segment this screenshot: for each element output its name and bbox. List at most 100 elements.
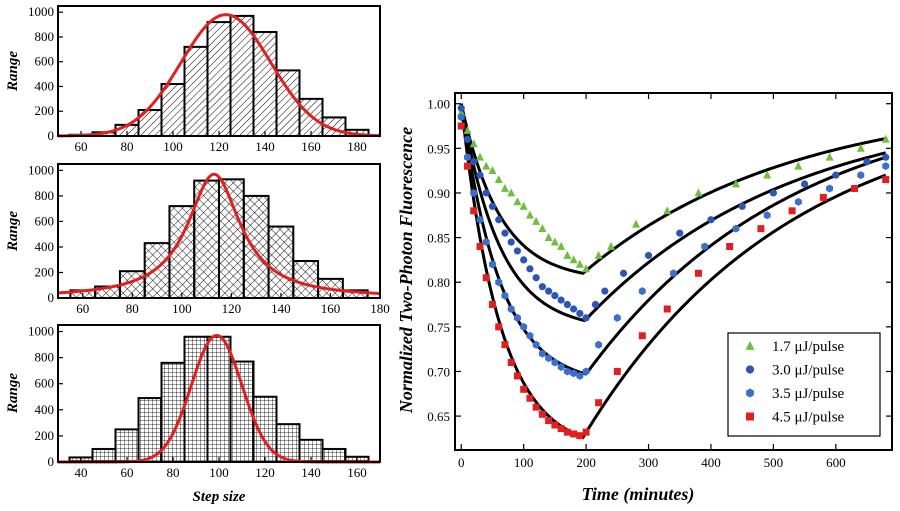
y-tick-label: 0.75	[427, 320, 450, 335]
data-point	[832, 171, 840, 179]
data-point	[507, 359, 515, 367]
histogram-middle: 60 80 100 120 140 160 180 0 200 400 600 800 1000 Ran…	[5, 162, 390, 316]
x-tick-label: 200	[576, 455, 596, 470]
data-point	[570, 369, 578, 378]
legend-marker	[745, 365, 755, 374]
data-point	[607, 241, 616, 250]
y-tick-label: 400	[35, 402, 55, 417]
histogram-bar	[267, 225, 295, 300]
data-point	[582, 367, 590, 376]
data-point	[563, 367, 571, 376]
plot-frame-bottom	[57, 324, 381, 463]
y-tick-label: 1.00	[427, 97, 450, 112]
y-tick-label: 0.90	[427, 186, 450, 201]
data-point	[538, 410, 546, 418]
y-tick-label: 800	[35, 29, 55, 44]
data-point	[801, 180, 809, 188]
y-tick-label: 0.95	[427, 141, 450, 156]
histogram-bar	[229, 14, 255, 137]
y-tick-label: 600	[35, 213, 55, 228]
x-tick-label: 140	[301, 465, 321, 480]
x-tick-label: 80	[167, 465, 180, 480]
data-point	[519, 201, 528, 210]
data-point	[513, 197, 522, 206]
y-tick-label: 0.85	[427, 231, 450, 246]
x-tick-label: 140	[255, 139, 275, 154]
x-tick-label: 180	[370, 301, 390, 316]
data-point	[475, 152, 484, 161]
data-point	[545, 417, 553, 425]
data-point	[826, 184, 834, 193]
data-point	[463, 125, 472, 134]
x-tick-label: 80	[126, 301, 139, 316]
y-label-right: Normalized Two-Photon Fluorescence	[396, 127, 416, 414]
plot-frame-middle	[57, 163, 381, 299]
data-point	[569, 255, 578, 264]
x-tick-label: 600	[826, 455, 846, 470]
legend-label: 1.7 μJ/pulse	[772, 339, 845, 355]
data-point	[476, 171, 484, 179]
data-point	[457, 108, 466, 117]
histogram-bar	[183, 45, 209, 138]
data-point	[513, 313, 521, 322]
data-point	[526, 394, 534, 402]
histogram-bar	[91, 447, 117, 464]
histogram-bar	[206, 335, 232, 463]
data-point	[495, 323, 503, 331]
data-point	[532, 274, 540, 282]
data-point	[495, 216, 503, 224]
data-point	[513, 372, 521, 380]
data-point	[676, 229, 684, 237]
data-point	[550, 237, 559, 246]
data-point	[520, 322, 528, 331]
data-point	[851, 184, 859, 192]
x-tick-label: 60	[121, 465, 134, 480]
data-point	[882, 176, 890, 184]
y-tick-label: 200	[35, 264, 55, 279]
data-point	[863, 158, 871, 166]
y-label-top: Range	[5, 51, 21, 92]
data-point	[545, 354, 553, 363]
data-point	[488, 260, 496, 269]
data-point	[644, 251, 653, 260]
histogram-bar	[242, 194, 270, 299]
data-point	[694, 188, 703, 197]
y-tick-label: 400	[35, 78, 55, 93]
x-tick-label: 300	[639, 455, 659, 470]
fit-curve	[459, 103, 887, 275]
data-point	[470, 207, 478, 215]
data-point	[563, 300, 571, 309]
x-tick-label: 160	[347, 465, 367, 480]
data-point	[520, 256, 528, 264]
y-label-bottom: Range	[5, 373, 21, 414]
data-point	[632, 219, 641, 228]
data-point	[582, 314, 590, 322]
data-point	[856, 143, 865, 152]
histogram-bar	[292, 259, 320, 300]
histogram-bottom: 40 60 80 100 120 140 160 0 200 400 600 800 1000 Rang…	[5, 324, 381, 505]
data-point	[544, 232, 553, 241]
data-point	[532, 340, 540, 349]
data-point	[469, 139, 478, 148]
x-tick-label: 60	[76, 301, 89, 316]
legend-marker	[745, 340, 755, 350]
data-point	[757, 225, 765, 233]
histogram-bar	[143, 242, 171, 299]
data-point	[619, 269, 628, 277]
histogram-bar	[206, 21, 232, 137]
data-point	[551, 358, 559, 367]
data-point	[638, 332, 646, 340]
data-point	[882, 162, 890, 171]
data-point	[794, 161, 803, 170]
y-tick-label: 0	[48, 290, 55, 305]
data-point	[763, 170, 772, 179]
data-point	[470, 158, 478, 166]
data-point	[613, 367, 621, 375]
data-point	[526, 265, 534, 273]
data-point	[501, 341, 509, 349]
x-tick-label: 100	[209, 465, 229, 480]
data-point	[476, 243, 484, 251]
data-point	[551, 421, 559, 429]
data-point	[576, 432, 584, 440]
